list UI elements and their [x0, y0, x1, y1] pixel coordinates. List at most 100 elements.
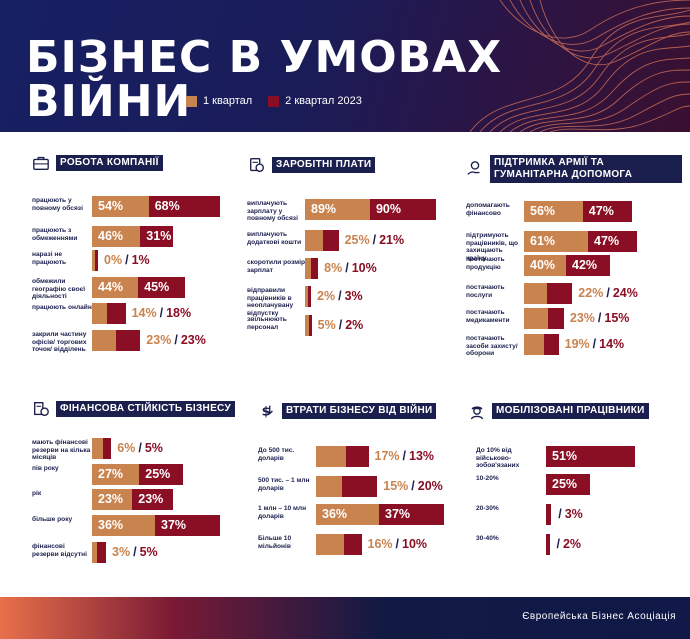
- bar-group: [305, 286, 311, 307]
- value-q2: 15%: [604, 311, 630, 325]
- value-q2: 23%: [180, 333, 206, 347]
- bar-group: [92, 464, 183, 485]
- data-label-q2: 37%: [161, 515, 186, 536]
- category-label: 1 млн – 10 млн доларів: [258, 505, 307, 520]
- value-q2: 5%: [144, 441, 163, 455]
- data-labels: 8%/10%: [324, 258, 377, 279]
- finance-icon: [34, 402, 49, 416]
- separator: /: [133, 545, 137, 559]
- value-q2: 24%: [612, 286, 638, 300]
- separator: /: [395, 537, 400, 551]
- value-q2: 10%: [351, 261, 377, 275]
- bar-q2: [369, 199, 436, 220]
- bar-q2: [310, 258, 319, 279]
- bar-q1: [305, 315, 309, 336]
- value-q1: 89%: [311, 202, 337, 216]
- bar-q2: [139, 464, 183, 485]
- value-q1: 2%: [317, 289, 336, 303]
- bar-q1: [316, 534, 344, 555]
- bar-group: [92, 489, 173, 510]
- bar-q2: [155, 515, 220, 536]
- value-q2: 31%: [146, 229, 172, 243]
- value-q2: 14%: [599, 337, 625, 351]
- category-label: пів року: [32, 465, 59, 472]
- value-q2: 37%: [385, 507, 411, 521]
- bar-q1: [524, 334, 544, 355]
- separator: /: [597, 311, 602, 325]
- bar-group: [524, 334, 559, 355]
- soldier-icon: [470, 406, 484, 420]
- panel-title-text: ЗАРОБІТНІ ПЛАТИ: [272, 157, 376, 173]
- bar-q2: [344, 534, 362, 555]
- data-labels: 19%/14%: [565, 334, 625, 355]
- panel-title-text: ВТРАТИ БІЗНЕСУ ВІД ВІЙНИ: [282, 403, 437, 419]
- bar-q1: [316, 446, 346, 467]
- category-label: До 500 тис. доларів: [258, 447, 295, 462]
- bar-q2: [132, 489, 173, 510]
- bar-group: [305, 258, 319, 279]
- category-label: 10-20%: [476, 475, 499, 482]
- data-labels: 16%/10%: [368, 534, 428, 555]
- value-q2: 3%: [564, 507, 583, 521]
- data-labels: 15%/20%: [383, 476, 443, 497]
- value-q1: 46%: [98, 229, 124, 243]
- value-q2: 18%: [166, 306, 192, 320]
- category-label: мають фінансові резерви на кілька місяці…: [32, 439, 91, 462]
- value-q2: 10%: [402, 537, 428, 551]
- category-label: виплачують додаткові кошти: [247, 231, 302, 246]
- bar-q2: [323, 230, 339, 251]
- category-label: виплачують зарплату у повному обсязі: [247, 200, 298, 223]
- data-label-q2: 45%: [144, 277, 169, 298]
- bar-q2: [342, 476, 378, 497]
- value-q2: 42%: [572, 258, 598, 272]
- data-label-q2: 90%: [376, 199, 401, 220]
- bar-group: [524, 255, 611, 276]
- bar-group: [546, 474, 590, 495]
- bar-q2: [543, 334, 559, 355]
- bar-q1: [524, 231, 589, 252]
- data-label-q1: 40%: [530, 255, 555, 276]
- value-q2: 51%: [552, 449, 578, 463]
- data-label-q1: 44%: [98, 277, 123, 298]
- bar-group: [92, 330, 141, 351]
- briefcase-icon: [33, 156, 49, 170]
- bar-q1: [305, 258, 311, 279]
- separator: /: [159, 306, 164, 320]
- separator: /: [345, 261, 349, 275]
- bar-q1: [92, 489, 133, 510]
- bar-q1: [524, 255, 566, 276]
- data-label-q1: 46%: [98, 226, 123, 247]
- data-label-q1: 61%: [530, 231, 555, 252]
- value-q2: 21%: [379, 233, 405, 247]
- panel-title-salaries: ЗАРОБІТНІ ПЛАТИ: [248, 156, 376, 174]
- legend-swatch-q2: [268, 95, 280, 107]
- value-q1: 17%: [374, 449, 400, 463]
- bar-q1: [92, 226, 141, 247]
- value-q1: 27%: [98, 467, 124, 481]
- panel-title-mobilized: МОБІЛІЗОВАНІ ПРАЦІВНИКИ: [468, 402, 649, 420]
- bar-q2: [588, 231, 638, 252]
- data-label-q2: /2%: [554, 534, 582, 555]
- data-labels: 2%/3%: [317, 286, 363, 307]
- value-q2: 20%: [417, 479, 443, 493]
- data-label-q2: 23%: [138, 489, 163, 510]
- data-label-q2: 42%: [572, 255, 597, 276]
- value-q2: 90%: [375, 202, 401, 216]
- separator: /: [138, 441, 142, 455]
- bar-q1: [92, 277, 139, 298]
- value-q1: 25%: [344, 233, 370, 247]
- separator: /: [558, 507, 562, 521]
- bar-group: [546, 446, 636, 467]
- legend-label-q2: 2 квартал 2023: [285, 95, 362, 107]
- bar-q1: [92, 330, 117, 351]
- value-q1: 40%: [530, 258, 556, 272]
- bar-q1: [92, 464, 140, 485]
- bar-q2: [308, 315, 312, 336]
- bar-group: [92, 226, 173, 247]
- category-label: До 10% від військово-зобов'язаних: [476, 447, 520, 470]
- separator: /: [556, 537, 560, 551]
- data-label-q2: 51%: [552, 446, 577, 467]
- bar-q1: [92, 438, 103, 459]
- category-label: рік: [32, 490, 42, 497]
- bar-q1: [92, 196, 149, 217]
